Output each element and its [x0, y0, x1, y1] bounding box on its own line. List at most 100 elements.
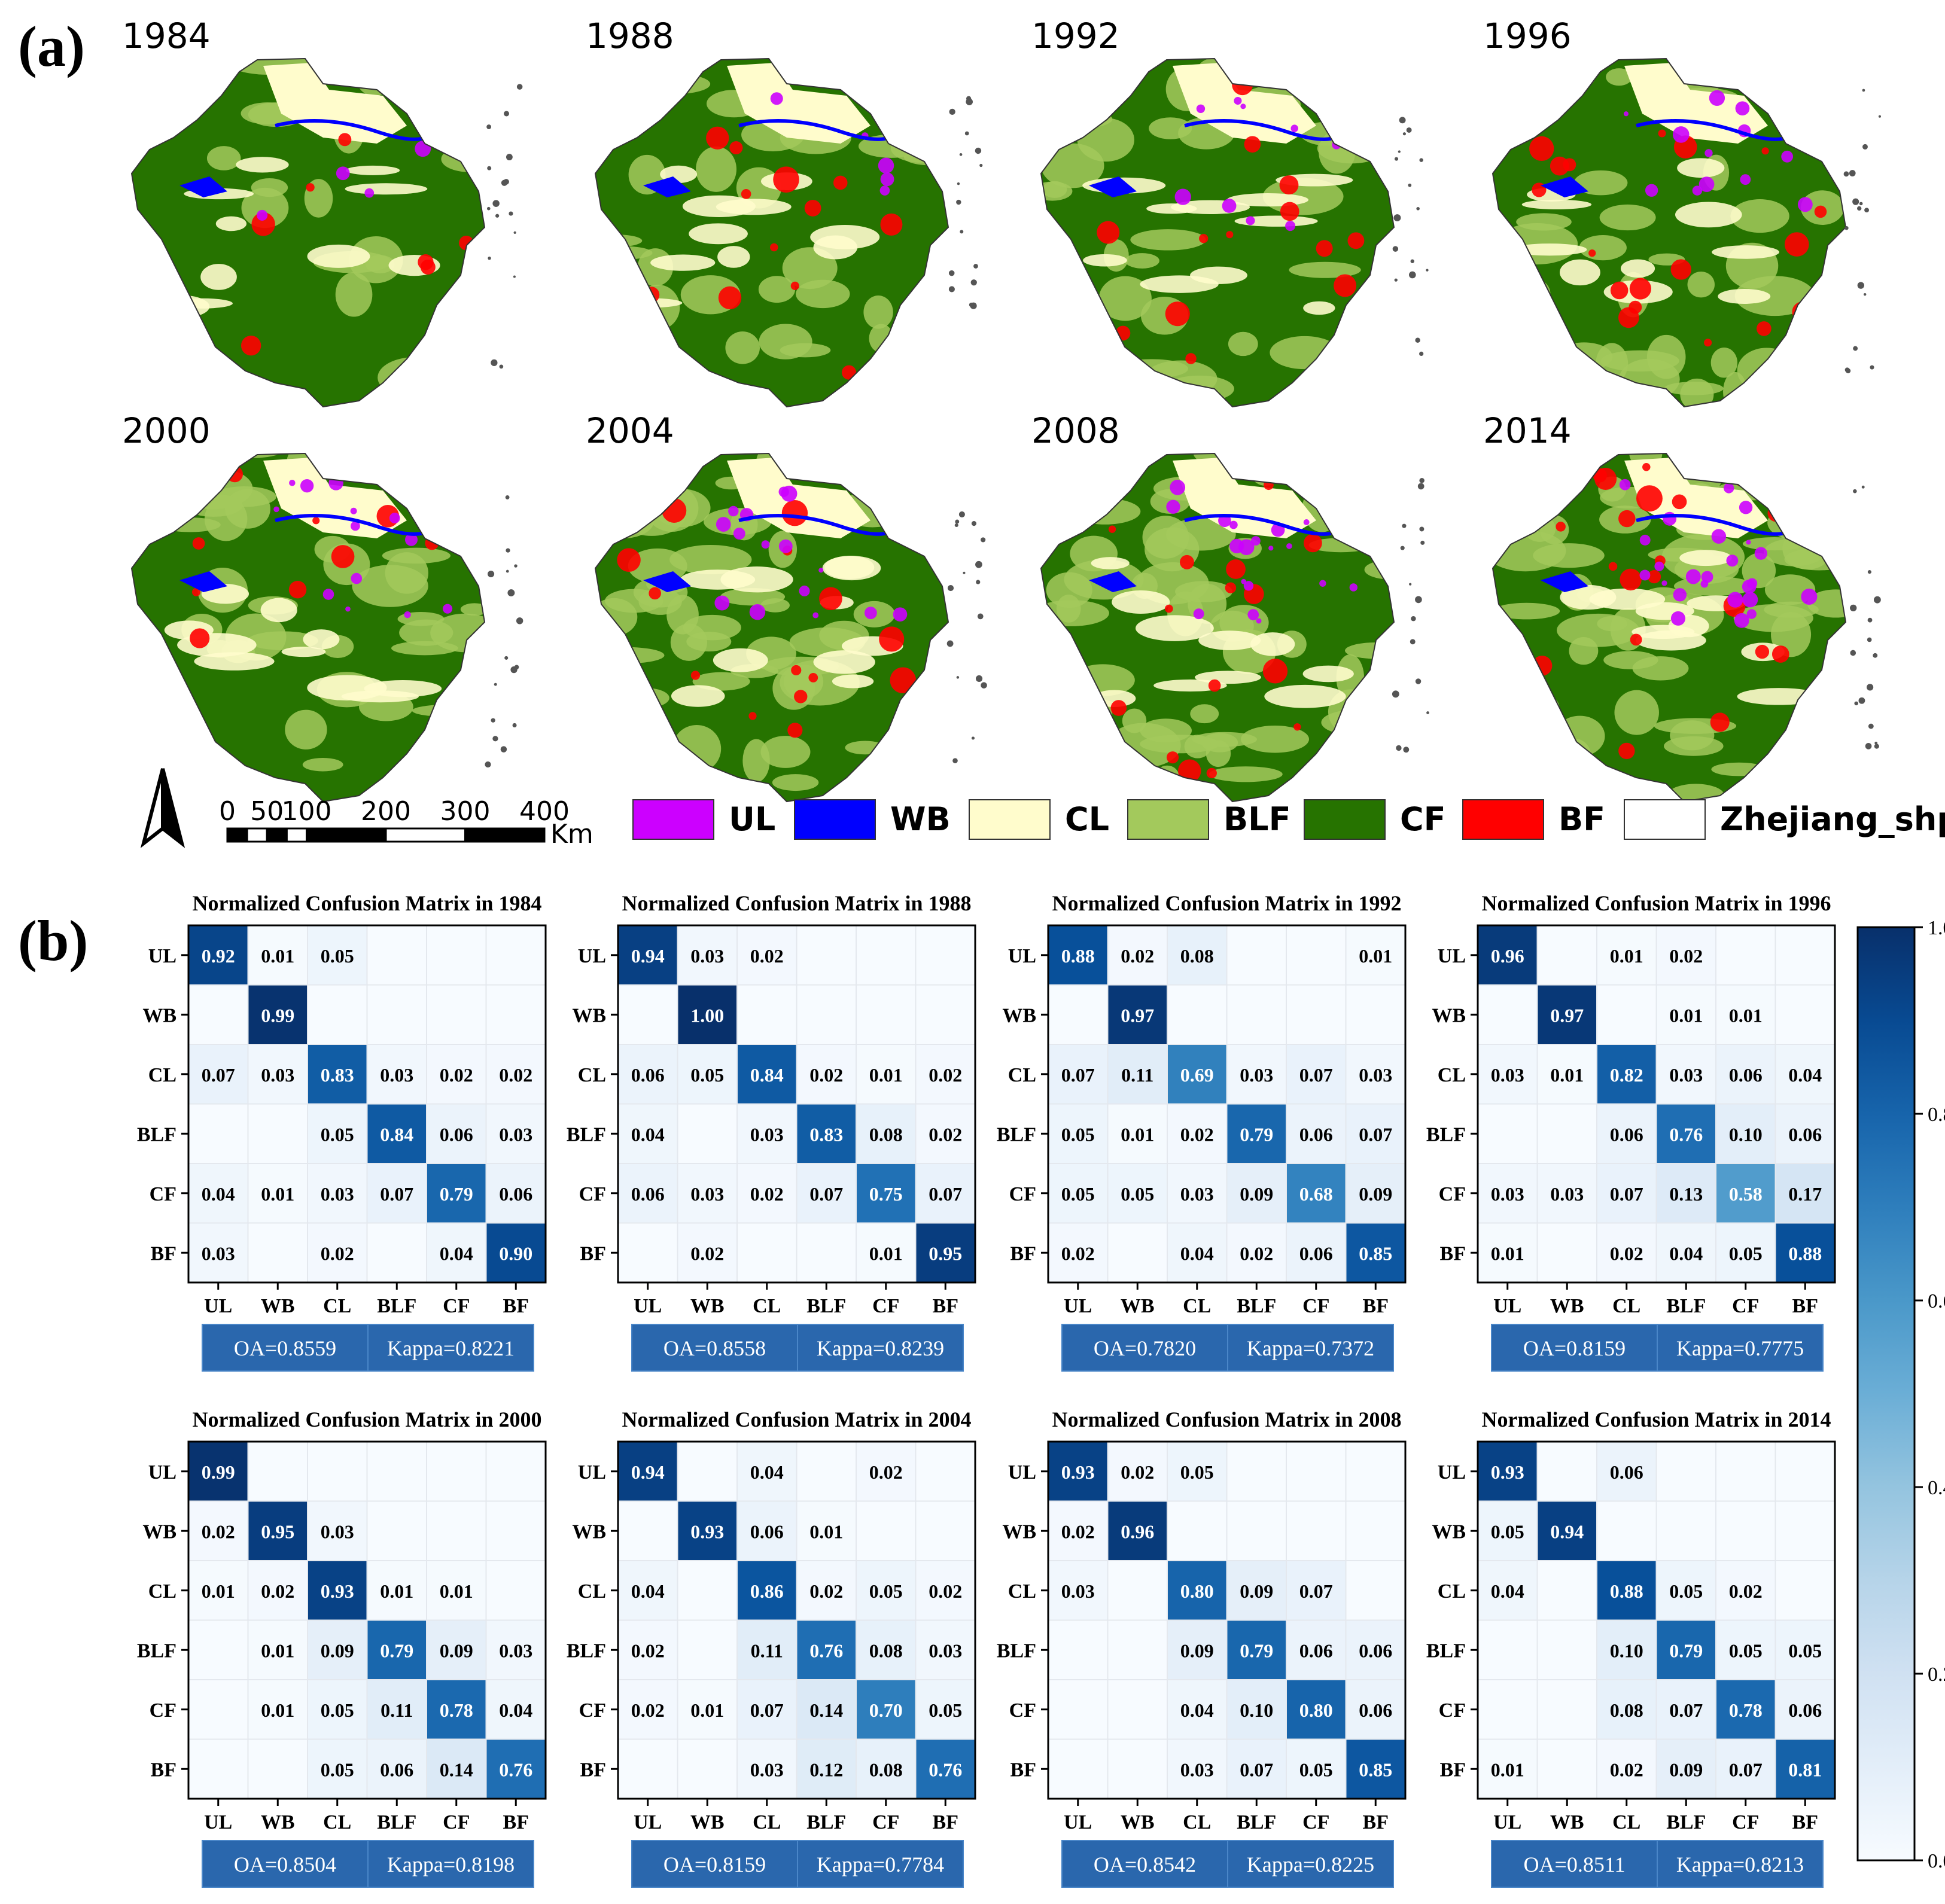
- matrix-cell: [1536, 1679, 1597, 1740]
- island-dot: [957, 182, 960, 185]
- x-tick-label: WB: [261, 1295, 295, 1317]
- cell-value-label: 0.01: [1359, 945, 1392, 967]
- matrix-frame: [1047, 924, 1407, 1284]
- cell-value-label: 0.05: [929, 1699, 962, 1721]
- legend-swatch: [1462, 799, 1544, 840]
- island-dot: [1419, 158, 1423, 162]
- matrix-cell: [796, 1500, 857, 1561]
- matrix-cell: [796, 925, 857, 986]
- island-dot: [509, 211, 513, 216]
- matrix-cell: [188, 984, 249, 1045]
- y-tick-label: WB: [142, 1004, 176, 1026]
- cell-value-label: 0.01: [440, 1580, 473, 1602]
- island-dot: [1867, 570, 1871, 574]
- matrix-cell: [485, 1044, 546, 1105]
- y-tick-label: BLF: [997, 1640, 1036, 1662]
- matrix-cell: [1048, 1679, 1109, 1740]
- x-tick-label: WB: [1550, 1295, 1584, 1317]
- matrix-cell: [247, 925, 308, 986]
- island-dot: [1845, 368, 1851, 374]
- y-tick-label: CF: [579, 1699, 606, 1722]
- island-dot: [1852, 198, 1859, 205]
- x-tick-label: UL: [634, 1811, 662, 1833]
- confusion-matrix: Normalized Confusion Matrix in 2008 0.93 0…: [997, 1408, 1407, 1888]
- matrix-cell: [247, 1441, 308, 1502]
- cell-value-label: 0.99: [261, 1004, 294, 1026]
- matrix-title: Normalized Confusion Matrix in 1988: [622, 891, 972, 915]
- island-dot: [1419, 351, 1424, 357]
- matrix-title: Normalized Confusion Matrix in 2014: [1482, 1408, 1831, 1431]
- matrix-frame: [617, 1440, 976, 1800]
- kappa-value: Kappa=0.7784: [817, 1853, 944, 1876]
- island-dot: [960, 230, 964, 234]
- cell-value-label: 0.79: [1240, 1640, 1273, 1661]
- island-dot: [1857, 282, 1865, 289]
- cell-value-label: 0.76: [1669, 1123, 1703, 1145]
- y-tick-label: BLF: [1426, 1640, 1466, 1662]
- matrix-cell: [1226, 1441, 1287, 1502]
- matrix-cell: [426, 1222, 487, 1283]
- x-tick-label: UL: [1493, 1811, 1521, 1833]
- matrix-cell: [736, 1560, 798, 1621]
- island-dot: [506, 569, 509, 573]
- matrix-cell: [617, 1738, 678, 1799]
- matrix-frame: [1047, 1440, 1407, 1800]
- matrix-cell: [1286, 1500, 1347, 1561]
- x-tick-label: CL: [753, 1811, 781, 1833]
- matrix-cell: [1048, 984, 1109, 1045]
- matrix-cell: [426, 925, 487, 986]
- island-dot: [981, 537, 986, 543]
- matrix-cell: [1107, 1619, 1168, 1680]
- x-tick-label: BF: [933, 1811, 958, 1833]
- matrix-cell: [1477, 1222, 1538, 1283]
- y-tick-label: CL: [1438, 1580, 1466, 1603]
- matrix-cell: [617, 1222, 678, 1283]
- legend-swatch: [1304, 799, 1386, 840]
- cell-value-label: 0.03: [1180, 1183, 1214, 1205]
- island-dot: [981, 682, 987, 689]
- cell-value-label: 0.03: [380, 1064, 413, 1086]
- cell-value-label: 0.06: [631, 1183, 665, 1205]
- matrix-cell: [1167, 984, 1228, 1045]
- y-tick-label: UL: [1438, 1461, 1466, 1483]
- cell-value-label: 0.02: [929, 1580, 962, 1602]
- scale-bar-segment: [266, 827, 288, 843]
- island-dot: [971, 736, 975, 740]
- cell-value-label: 0.01: [261, 1640, 294, 1661]
- matrix-cell: [188, 1222, 249, 1283]
- matrix-cell: [1715, 1222, 1776, 1283]
- matrix-cell: [1774, 1441, 1836, 1502]
- matrix-cell: [426, 984, 487, 1045]
- cell-value-label: 0.84: [380, 1123, 413, 1145]
- map-base: [1493, 59, 1846, 407]
- cell-value-label: 0.03: [690, 945, 724, 967]
- cell-value-label: 0.11: [751, 1640, 783, 1661]
- matrix-cell: [1345, 984, 1406, 1045]
- scale-bar-segment: [285, 827, 308, 843]
- cell-value-label: 0.08: [1610, 1699, 1643, 1721]
- cell-value-label: 0.07: [750, 1699, 784, 1721]
- island-dot: [1403, 747, 1410, 753]
- y-tick-label: CL: [1438, 1064, 1466, 1086]
- matrix-cell: [856, 1044, 917, 1105]
- matrix-cell: [736, 1222, 798, 1283]
- island-dot: [1867, 637, 1872, 642]
- matrix-cell: [426, 1500, 487, 1561]
- matrix-cell: [1715, 1163, 1776, 1224]
- cell-value-label: 0.03: [202, 1242, 235, 1264]
- matrix-cell: [1107, 1679, 1168, 1740]
- matrix-cell: [1226, 925, 1287, 986]
- cell-value-label: 0.03: [750, 1759, 784, 1780]
- island-dot: [1408, 183, 1412, 187]
- matrix-cell: [366, 1163, 427, 1224]
- y-tick-label: CL: [148, 1064, 176, 1086]
- cell-value-label: 0.06: [1359, 1699, 1392, 1721]
- x-tick-label: BLF: [806, 1295, 846, 1317]
- cell-value-label: 0.02: [1121, 1461, 1154, 1483]
- y-tick-label: UL: [148, 1461, 176, 1483]
- matrix-cell: [1226, 1619, 1287, 1680]
- cell-value-label: 0.76: [499, 1759, 532, 1780]
- matrix-cell: [1774, 1500, 1836, 1561]
- map-year-label: 2004: [586, 410, 674, 451]
- y-tick-label: BF: [1010, 1759, 1036, 1781]
